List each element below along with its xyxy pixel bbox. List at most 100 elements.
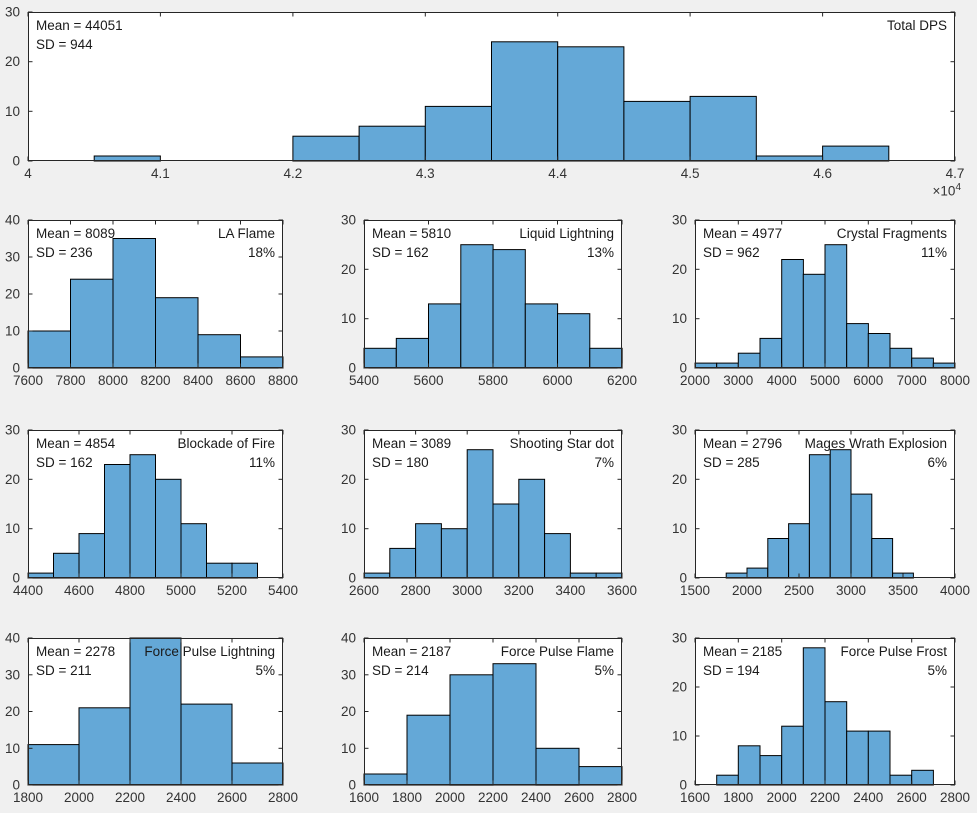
svg-text:3500: 3500 (888, 583, 918, 598)
svg-text:0: 0 (348, 778, 356, 793)
svg-text:1600: 1600 (680, 790, 710, 805)
svg-text:20: 20 (672, 262, 687, 277)
blockade-of-fire-histogram: 4400 4600 4800 5000 5200 5400 0 10 20 30 (5, 423, 298, 599)
svg-text:30: 30 (672, 213, 687, 228)
svg-text:6000: 6000 (542, 373, 572, 388)
svg-text:8200: 8200 (140, 373, 170, 388)
svg-text:30: 30 (5, 423, 20, 438)
svg-text:2600: 2600 (897, 790, 927, 805)
svg-text:10: 10 (672, 521, 687, 536)
subplot-liquid-lightning: 5400 5600 5800 6000 6200 0 10 20 30 Mean = 5810 … (341, 213, 637, 389)
total-dps-histogram: 4 4.1 4.2 4.3 4.4 4.5 4.6 4.7 0 10 20 30 (5, 5, 964, 182)
subplot-force-pulse-frost: 1600 1800 2000 2200 2400 2600 2800 0 10 20 30 Mean… (672, 631, 970, 806)
svg-text:0: 0 (12, 361, 20, 376)
exponent-power: 4 (955, 182, 961, 193)
svg-text:2600: 2600 (349, 583, 379, 598)
svg-text:40: 40 (5, 213, 20, 228)
svg-text:0: 0 (348, 361, 356, 376)
svg-text:2000: 2000 (680, 373, 710, 388)
svg-text:4600: 4600 (64, 583, 94, 598)
svg-text:3200: 3200 (504, 583, 534, 598)
svg-text:7000: 7000 (897, 373, 927, 388)
svg-text:8000: 8000 (940, 373, 970, 388)
svg-text:4800: 4800 (115, 583, 145, 598)
svg-text:0: 0 (679, 571, 687, 586)
subplot-shooting-star-dot: 2600 2800 3000 3200 3400 3600 0 10 20 30 Mean = 3… (341, 423, 637, 599)
svg-text:3000: 3000 (723, 373, 753, 388)
svg-text:0: 0 (12, 154, 20, 169)
svg-text:30: 30 (341, 667, 356, 682)
svg-text:10: 10 (5, 521, 20, 536)
svg-text:2800: 2800 (268, 790, 298, 805)
svg-text:1800: 1800 (13, 790, 43, 805)
svg-text:30: 30 (5, 250, 20, 265)
svg-text:6200: 6200 (607, 373, 637, 388)
force-pulse-flame-histogram: 1600 1800 2000 2200 2400 2600 2800 0 10 20 30 40 (341, 631, 637, 806)
svg-text:0: 0 (12, 571, 20, 586)
crystal-fragments-histogram: 2000 3000 4000 5000 6000 7000 8000 0 10 20 30 (672, 213, 970, 389)
svg-text:2800: 2800 (940, 790, 970, 805)
svg-text:40: 40 (5, 631, 20, 646)
svg-text:2200: 2200 (810, 790, 840, 805)
subplot-la-flame: 7600 7800 8000 8200 8400 8600 8800 0 10 20 30 40 Me… (5, 213, 298, 389)
liquid-lightning-histogram: 5400 5600 5800 6000 6200 0 10 20 30 (341, 213, 637, 389)
svg-text:4: 4 (24, 166, 32, 181)
svg-text:30: 30 (341, 423, 356, 438)
svg-text:10: 10 (5, 104, 20, 119)
svg-text:6000: 6000 (853, 373, 883, 388)
x-axis-exponent-label: ×104 (933, 182, 961, 199)
svg-text:10: 10 (5, 741, 20, 756)
svg-text:4.7: 4.7 (946, 166, 965, 181)
svg-text:2000: 2000 (767, 790, 797, 805)
svg-text:20: 20 (341, 262, 356, 277)
force-pulse-lightning-histogram: 1800 2000 2200 2400 2600 2800 0 10 20 30 40 (5, 631, 298, 806)
svg-text:1500: 1500 (680, 583, 710, 598)
svg-text:8800: 8800 (268, 373, 298, 388)
svg-text:4000: 4000 (767, 373, 797, 388)
svg-text:0: 0 (348, 571, 356, 586)
svg-text:1800: 1800 (723, 790, 753, 805)
svg-text:7600: 7600 (13, 373, 43, 388)
svg-text:4.3: 4.3 (416, 166, 435, 181)
svg-text:30: 30 (341, 213, 356, 228)
svg-text:10: 10 (672, 311, 687, 326)
svg-text:20: 20 (5, 287, 20, 302)
svg-text:7800: 7800 (55, 373, 85, 388)
svg-text:2600: 2600 (217, 790, 247, 805)
svg-text:2200: 2200 (478, 790, 508, 805)
svg-text:10: 10 (5, 324, 20, 339)
svg-text:30: 30 (5, 5, 20, 20)
la-flame-histogram: 7600 7800 8000 8200 8400 8600 8800 0 10 20 30 40 (5, 213, 298, 389)
svg-text:4.4: 4.4 (548, 166, 567, 181)
svg-text:5000: 5000 (810, 373, 840, 388)
svg-text:1800: 1800 (392, 790, 422, 805)
force-pulse-frost-histogram: 1600 1800 2000 2200 2400 2600 2800 0 10 20 30 (672, 631, 970, 806)
svg-text:20: 20 (672, 680, 687, 695)
svg-text:8400: 8400 (183, 373, 213, 388)
svg-text:20: 20 (5, 704, 20, 719)
svg-text:40: 40 (341, 631, 356, 646)
svg-text:0: 0 (12, 778, 20, 793)
svg-text:3000: 3000 (836, 583, 866, 598)
svg-text:4000: 4000 (940, 583, 970, 598)
svg-text:4.2: 4.2 (284, 166, 303, 181)
svg-text:2400: 2400 (521, 790, 551, 805)
svg-text:2500: 2500 (784, 583, 814, 598)
svg-text:4.5: 4.5 (681, 166, 700, 181)
svg-text:3400: 3400 (555, 583, 585, 598)
svg-text:8000: 8000 (98, 373, 128, 388)
svg-text:2400: 2400 (853, 790, 883, 805)
svg-text:5200: 5200 (217, 583, 247, 598)
svg-text:2800: 2800 (401, 583, 431, 598)
subplot-force-pulse-flame: 1600 1800 2000 2200 2400 2600 2800 0 10 20 30 40 Me… (341, 631, 637, 806)
svg-text:5000: 5000 (166, 583, 196, 598)
svg-text:0: 0 (679, 778, 687, 793)
shooting-star-dot-histogram: 2600 2800 3000 3200 3400 3600 0 10 20 30 (341, 423, 637, 599)
svg-text:8600: 8600 (225, 373, 255, 388)
svg-text:5400: 5400 (268, 583, 298, 598)
svg-text:4.1: 4.1 (151, 166, 170, 181)
svg-text:2400: 2400 (166, 790, 196, 805)
mages-wrath-explosion-histogram: 1500 2000 2500 3000 3500 4000 0 10 20 30 (672, 423, 970, 599)
svg-text:30: 30 (672, 423, 687, 438)
